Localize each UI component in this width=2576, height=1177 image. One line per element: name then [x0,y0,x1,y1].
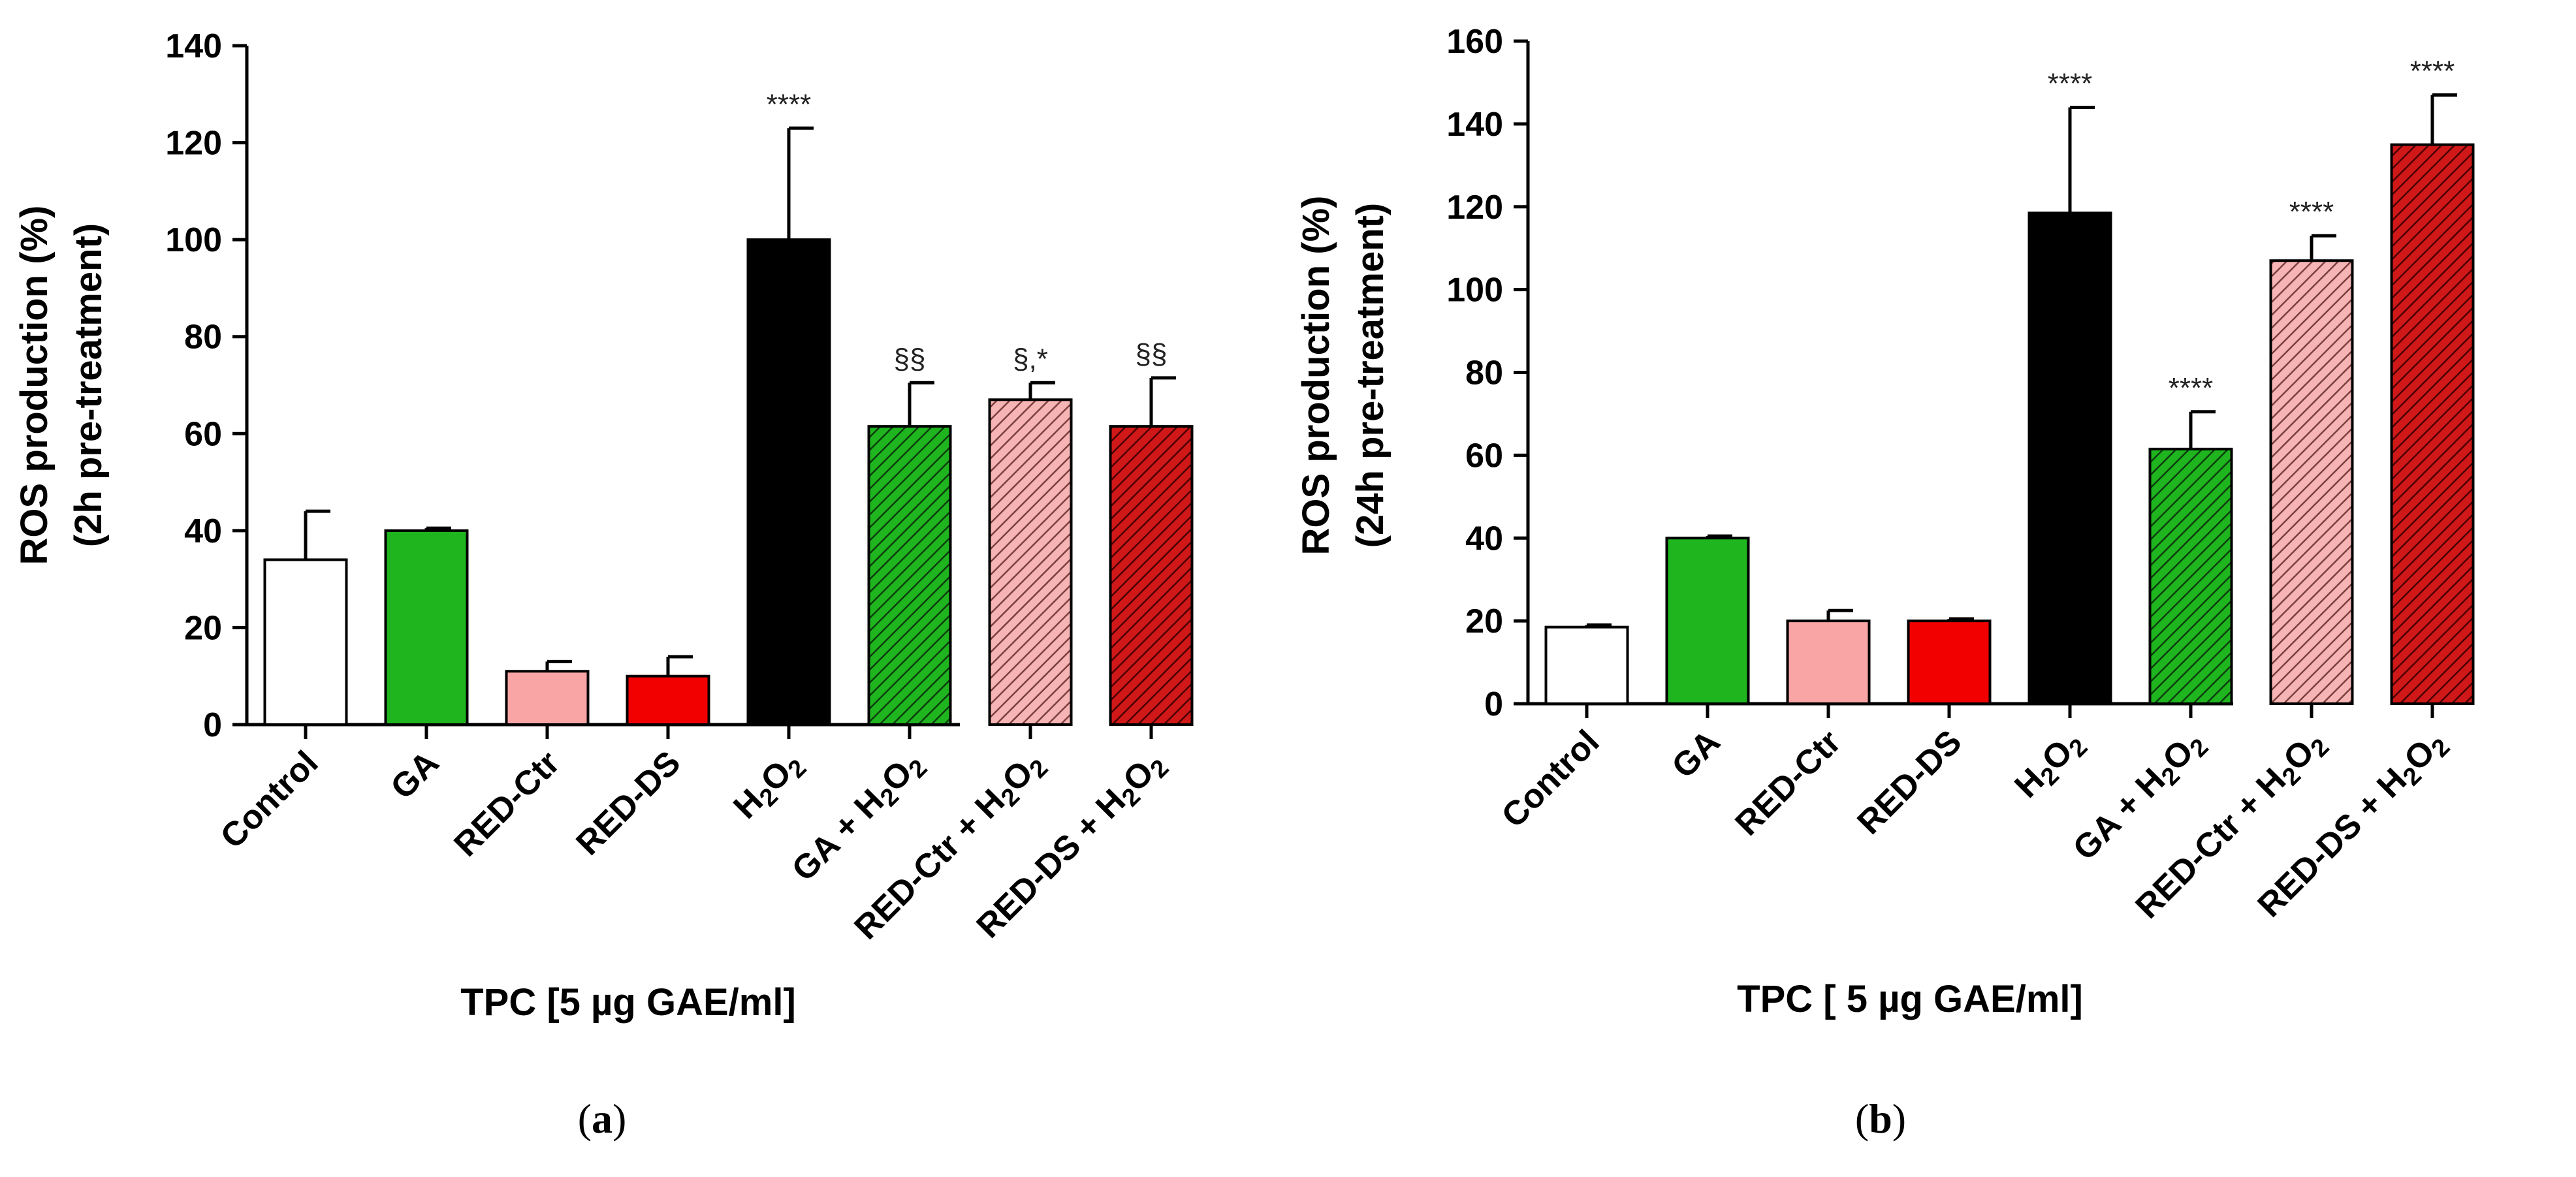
bar-red-ctr [1786,620,1871,705]
category-label: RED-DS [569,744,688,862]
bar-red-ds-h2o2 [2390,143,2475,705]
bar-h2o2 [746,238,831,726]
y-axis-title-line1: ROS production (%) [13,206,56,565]
significance-annotation: **** [2048,68,2093,100]
bar-ga [1665,537,1750,705]
y-tick-label: 120 [1446,189,1503,227]
bar-ga-h2o2 [867,425,952,727]
chart-panel-a: 0 20 40 60 80 100 120 140 Control GA RED-Ctr RED-DS… [13,27,1194,1142]
significance-annotation: **** [2169,372,2214,404]
x-axis-title: TPC [ 5 µg GAE/ml] [1737,978,2083,1020]
y-axis-title-line1: ROS production (%) [1295,196,1337,556]
category-label: Control [214,744,326,856]
y-tick-label: 40 [1465,520,1503,557]
y-tick-label: 80 [1465,354,1503,392]
bar-red-ds [1907,620,1992,705]
y-tick-label: 20 [1465,603,1503,640]
y-tick-label: 100 [1446,272,1503,309]
category-label: RED-DS [1851,723,1969,841]
bar-red-ctr-h2o2 [988,398,1073,726]
significance-annotation: §§ [1136,338,1168,370]
category-label: RED-Ctr [447,744,567,864]
bar-control [263,558,348,727]
y-tick-label: 60 [1465,437,1503,475]
y-tick-label: 0 [1484,685,1503,723]
category-label: H2O2 [726,744,812,829]
significance-annotation: §,* [1013,343,1048,375]
bar-ga [384,529,469,726]
panel-label: (a) [578,1095,627,1142]
category-label: RED-Ctr [1728,723,1848,843]
bar-h2o2 [2027,212,2112,705]
y-axis-title-line2: (24h pre-treatment) [1349,203,1391,548]
x-axis-title: TPC [5 µg GAE/ml] [460,981,796,1024]
bar-red-ds-h2o2 [1109,425,1194,727]
panel-label: (b) [1855,1095,1906,1142]
y-tick-label: 40 [184,512,222,550]
bar-red-ds [626,674,710,726]
y-tick-label: 100 [165,221,222,259]
bar-control [1544,625,1629,705]
category-label: GA [383,744,446,806]
y-tick-label: 160 [1446,23,1503,61]
y-tick-label: 120 [165,125,222,163]
chart-panel-b: 0 20 40 60 80 100 120 140 160 Control GA RED-Ctr RED… [1295,23,2475,1142]
y-tick-label: 20 [184,609,222,647]
significance-annotation: **** [2289,196,2334,228]
bar-red-ctr [505,670,590,727]
y-tick-label: 140 [165,27,222,65]
significance-annotation: **** [767,88,812,120]
y-tick-label: 0 [203,706,222,744]
y-tick-label: 80 [184,319,222,356]
y-axis-title-line2: (2h pre-treatment) [67,223,110,547]
y-tick-label: 60 [184,415,222,453]
significance-annotation: **** [2410,55,2455,87]
bar-red-ctr-h2o2 [2269,259,2354,705]
y-tick-label: 140 [1446,106,1503,144]
bar-ga-h2o2 [2148,447,2233,705]
category-label: GA [1664,723,1727,785]
category-label: H2O2 [2007,723,2093,808]
category-label: Control [1495,723,1607,835]
significance-annotation: §§ [894,343,926,375]
